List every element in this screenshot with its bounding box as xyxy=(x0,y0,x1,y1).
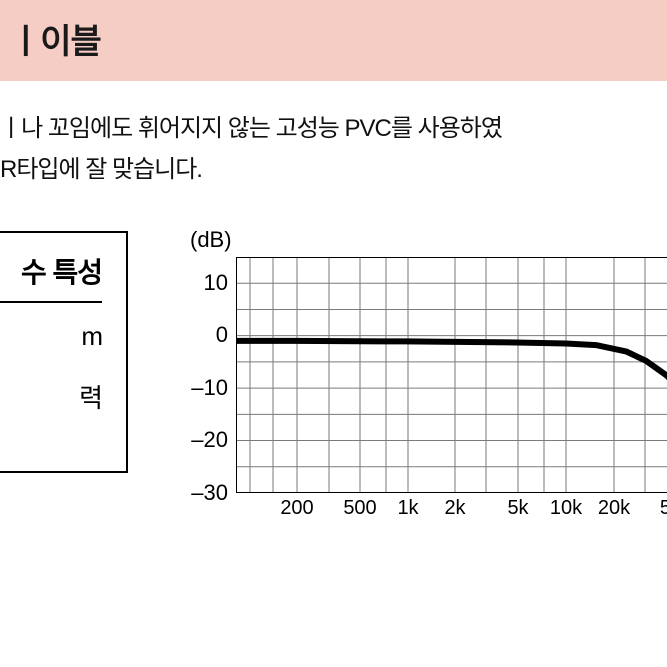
description-block: ㅣ나 꼬임에도 휘어지지 않는 고성능 PVC를 사용하였 R타입에 잘 맞습니… xyxy=(0,81,667,191)
x-axis-ticks: 2005001k2k5k10k20k50k1 xyxy=(236,497,667,527)
page-title: ㅣ이블 xyxy=(0,14,667,63)
x-tick: 2k xyxy=(444,497,465,520)
y-tick: –30 xyxy=(158,480,228,506)
spec-box: 수 특성 m 력 xyxy=(0,231,128,473)
y-tick: 10 xyxy=(158,270,228,296)
content-row: 수 특성 m 력 (dB) 100–10–20–302005001k2k5k10… xyxy=(0,231,667,533)
frequency-response-chart: (dB) 100–10–20–302005001k2k5k10k20k50k1 xyxy=(156,231,667,533)
spec-row-1: m xyxy=(0,321,102,352)
chart-plot xyxy=(236,257,667,493)
y-axis-unit: (dB) xyxy=(190,227,232,253)
x-tick: 5k xyxy=(507,497,528,520)
x-tick: 1k xyxy=(397,497,418,520)
x-tick: 200 xyxy=(280,497,313,520)
y-tick: –10 xyxy=(158,375,228,401)
x-tick: 50k xyxy=(660,497,667,520)
description-line-1: ㅣ나 꼬임에도 휘어지지 않는 고성능 PVC를 사용하였 xyxy=(0,109,657,150)
title-banner: ㅣ이블 xyxy=(0,0,667,81)
spec-box-title: 수 특성 xyxy=(0,251,102,303)
spec-row-2: 력 xyxy=(0,378,102,415)
description-line-2: R타입에 잘 맞습니다. xyxy=(0,150,657,191)
x-tick: 10k xyxy=(550,497,582,520)
y-tick: –20 xyxy=(158,427,228,453)
x-tick: 500 xyxy=(343,497,376,520)
x-tick: 20k xyxy=(598,497,630,520)
y-tick: 0 xyxy=(158,322,228,348)
